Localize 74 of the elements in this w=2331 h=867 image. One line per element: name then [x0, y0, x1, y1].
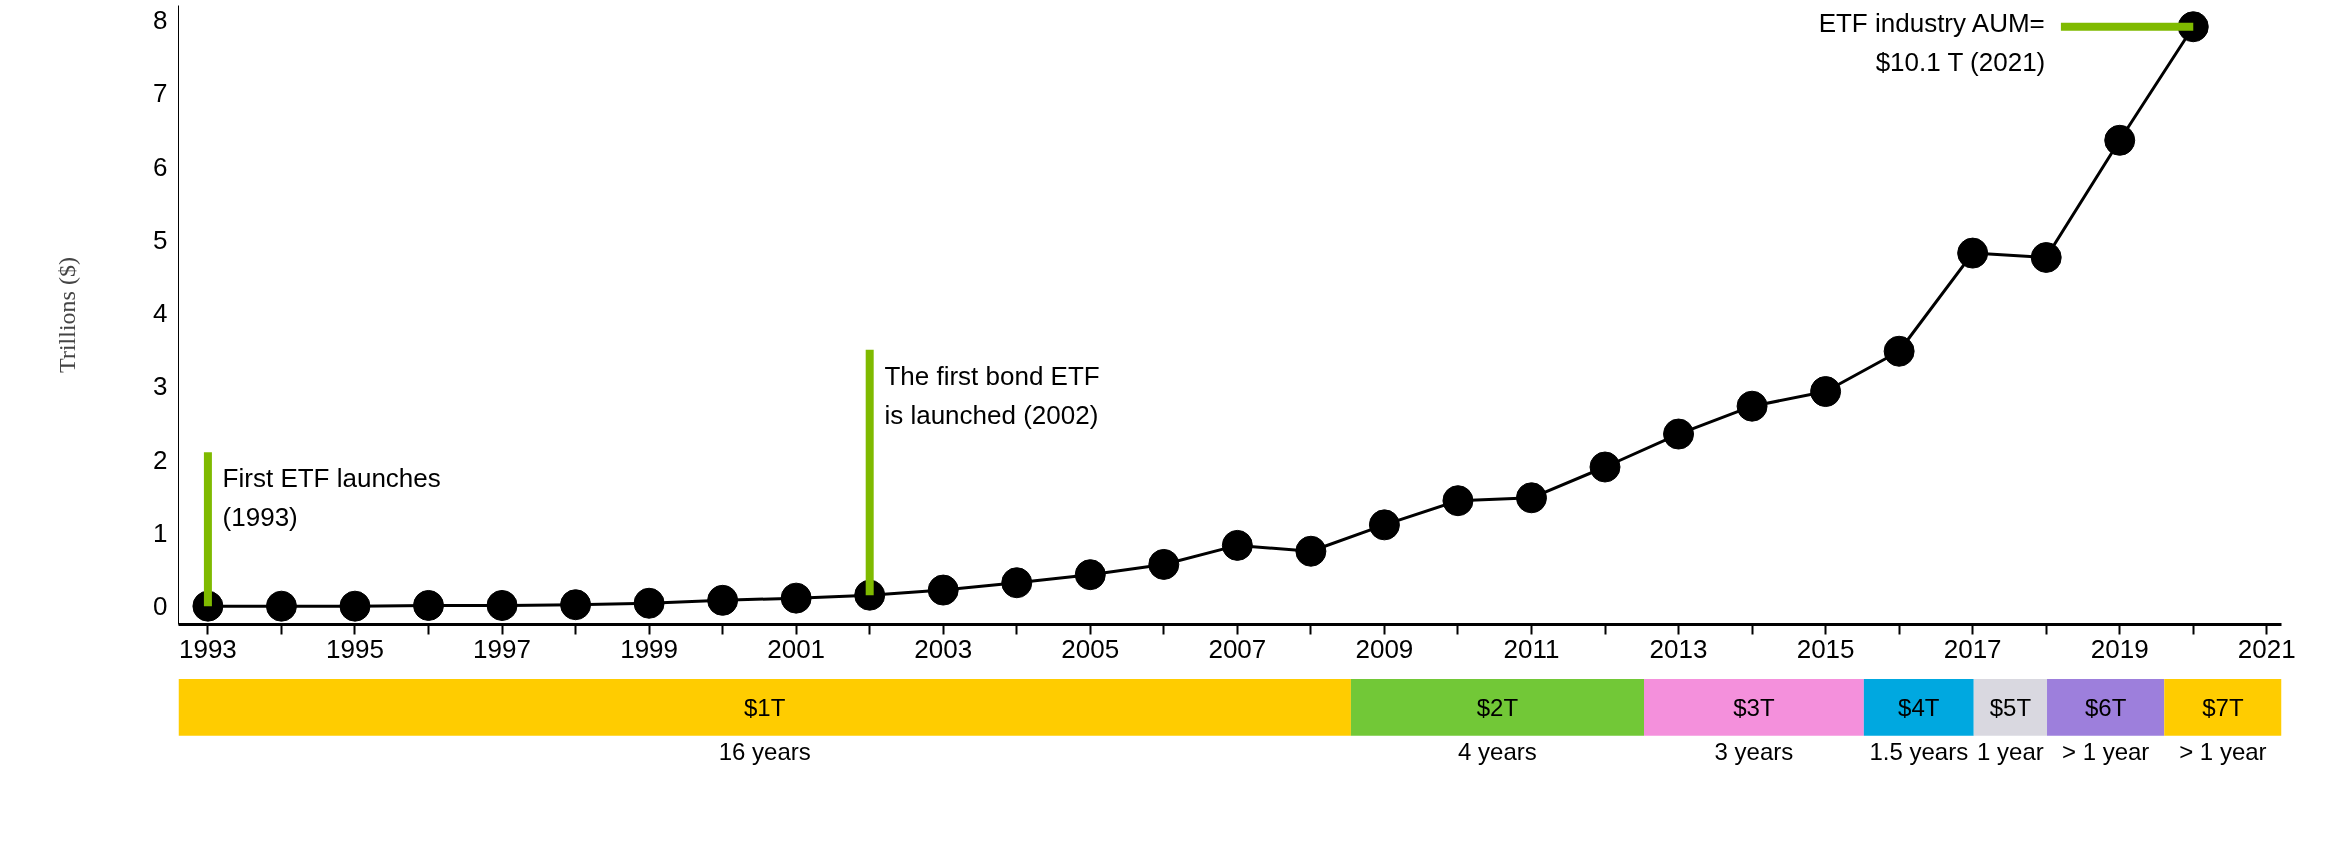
bar — [1644, 679, 1864, 736]
x-tick-label: 2015 — [1796, 633, 1855, 664]
series-label: $5T — [1989, 693, 2032, 721]
point — [265, 590, 297, 622]
point — [2104, 124, 2136, 156]
point — [1074, 559, 1106, 591]
y-tick-label: 6 — [153, 151, 168, 182]
point — [1663, 418, 1695, 450]
series-label: $3T — [1733, 693, 1775, 721]
x-tick-label: 2011 — [1503, 633, 1560, 664]
y-tick-label: 2 — [153, 444, 168, 475]
point — [339, 590, 371, 622]
point — [486, 589, 518, 621]
point — [707, 584, 739, 616]
x-tick-label: 2003 — [914, 633, 973, 664]
bar — [2047, 679, 2165, 736]
point — [1221, 529, 1253, 561]
data-label: 1 year — [1977, 738, 2044, 766]
annotation: First ETF launches (1993) — [222, 463, 441, 533]
point — [413, 589, 445, 621]
bar — [178, 679, 1351, 736]
series-label: $6T — [2084, 693, 2127, 721]
point — [1148, 548, 1180, 580]
x-tick-label: 1999 — [620, 633, 679, 664]
data-label: 16 years — [718, 738, 811, 766]
series-label: $2T — [1476, 693, 1519, 721]
point — [1589, 451, 1621, 483]
y-tick-label: 0 — [153, 591, 168, 622]
series-label: $4T — [1898, 693, 1940, 721]
point — [780, 582, 812, 614]
bar — [1973, 679, 2048, 736]
series-label: $1T — [744, 693, 786, 721]
x-tick-label: 1997 — [473, 633, 531, 664]
point — [633, 587, 665, 619]
data-label: 4 years — [1458, 738, 1537, 766]
point — [2030, 242, 2062, 273]
bar — [1863, 679, 1974, 736]
data-label: 3 years — [1714, 738, 1794, 766]
point — [1295, 535, 1327, 567]
bar — [2164, 679, 2282, 736]
x-tick-label: 1993 — [178, 633, 237, 664]
point — [1883, 335, 1915, 367]
data-label: 1.5 years — [1869, 738, 1969, 766]
point — [1957, 237, 1989, 269]
data-label: > 1 year — [2061, 738, 2150, 766]
point — [1810, 376, 1842, 408]
y-tick-label: 3 — [153, 371, 168, 402]
y-axis-title: Trillions ($) — [54, 257, 81, 373]
bar — [1350, 679, 1645, 736]
x-tick-label: 2001 — [767, 633, 826, 664]
annotation: The first bond ETF is launched (2002) — [884, 360, 1100, 430]
point — [1736, 390, 1768, 422]
point — [560, 589, 592, 621]
annotation: ETF industry AUM= $10.1 T (2021) — [1818, 8, 2046, 78]
x-tick-label: 2019 — [2090, 633, 2149, 664]
point — [927, 574, 959, 606]
y-tick-label: 5 — [153, 224, 168, 255]
y-tick-label: 1 — [153, 517, 168, 548]
x-tick-label: 2017 — [1943, 633, 2002, 664]
point — [1442, 485, 1474, 517]
x-tick-label: 2021 — [2237, 633, 2296, 664]
y-tick-label: 8 — [153, 5, 168, 36]
x-tick-label: 2007 — [1208, 633, 1267, 664]
point — [1001, 567, 1033, 599]
x-tick-label: 2005 — [1061, 633, 1120, 664]
series-label: $7T — [2202, 693, 2244, 721]
x-tick-label: 2013 — [1649, 633, 1708, 664]
point — [1368, 509, 1400, 541]
y-tick-label: 7 — [153, 78, 168, 109]
data-label: > 1 year — [2179, 738, 2267, 766]
y-tick-label: 4 — [153, 298, 168, 329]
x-tick-label: 2009 — [1355, 633, 1414, 664]
point — [1515, 482, 1547, 514]
x-tick-label: 1995 — [326, 633, 384, 664]
